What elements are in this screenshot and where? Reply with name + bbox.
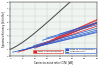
Y-axis label: Spectral efficiency [bit/s/Hz]: Spectral efficiency [bit/s/Hz] — [2, 11, 6, 47]
Legend: DVB-T2 configurations, Shannon limit: DVB-T2 configurations, Shannon limit — [65, 48, 96, 53]
X-axis label: Carrier-to-noise ratio (C/N) [dB]: Carrier-to-noise ratio (C/N) [dB] — [34, 60, 73, 64]
